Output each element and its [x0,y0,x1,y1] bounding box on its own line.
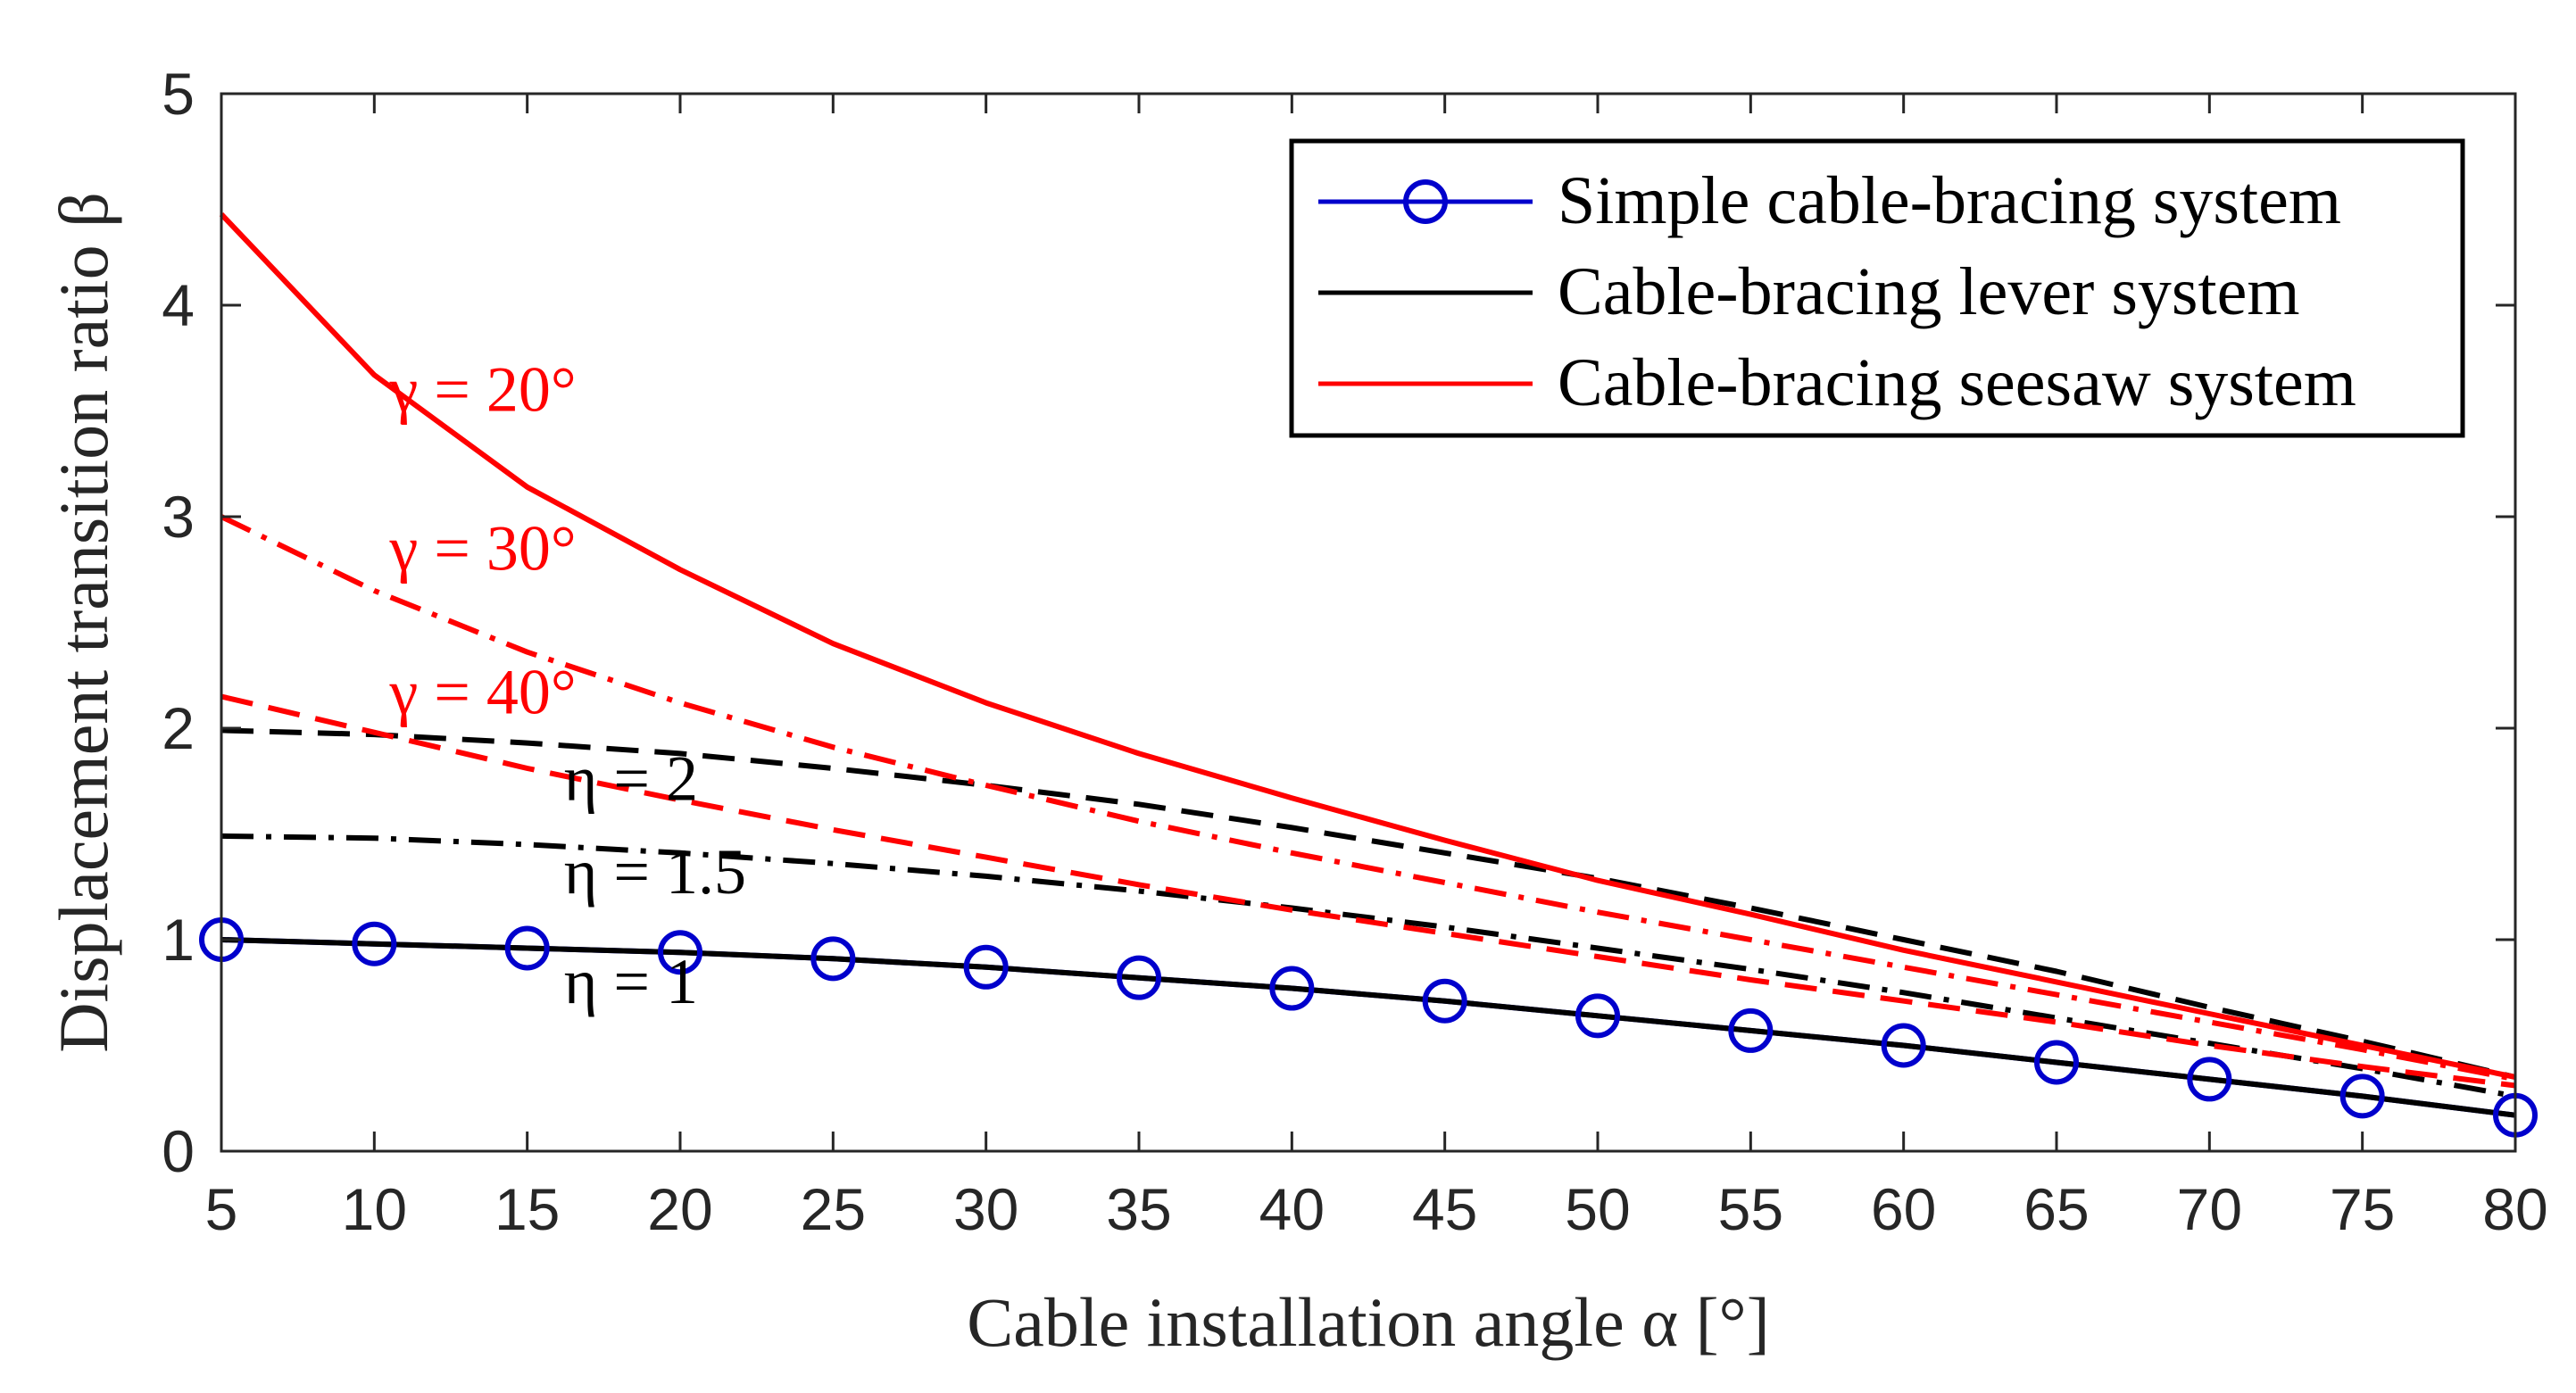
series-marker-0-12 [2034,1040,2079,1085]
legend-marker-circle [1403,179,1448,224]
x-tick-label-6: 35 [1106,1176,1171,1242]
y-tick-label-1: 1 [162,907,195,973]
legend-label-lever: Cable-bracing lever system [1558,254,2299,329]
annotation-5: η = 1 [564,946,698,1017]
series-line-6 [220,693,2516,1089]
series-marker-0-11 [1881,1023,1926,1068]
plot-frame [220,92,2517,1153]
series-marker-0-4 [810,936,856,982]
y-tick-label-2: 2 [162,695,195,761]
x-tick-label-1: 10 [342,1176,407,1242]
series-marker-0-8 [1422,978,1467,1024]
x-tick-label-12: 65 [2023,1176,2089,1242]
x-tick-label-7: 40 [1259,1176,1325,1242]
y-tick-label-4: 4 [162,272,195,338]
annotation-0: γ = 20° [388,354,576,426]
x-tick-label-5: 30 [953,1176,1018,1242]
x-tick-label-2: 15 [494,1176,560,1242]
legend-label-seesaw: Cable-bracing seesaw system [1558,345,2356,420]
series-marker-0-5 [963,944,1009,990]
x-tick-label-11: 60 [1871,1176,1936,1242]
series-line-3 [220,727,2516,1080]
annotation-3: η = 2 [564,743,698,815]
series-marker-0-6 [1117,955,1161,1000]
x-tick-label-8: 45 [1412,1176,1477,1242]
series-marker-0-1 [352,921,397,966]
x-tick-label-15: 80 [2482,1176,2547,1242]
series-marker-0-13 [2187,1057,2232,1102]
y-tick-label-0: 0 [162,1118,195,1184]
series-marker-0-10 [1728,1007,1774,1053]
legend-box [1289,138,2465,438]
x-tick-label-14: 75 [2330,1176,2395,1242]
x-tick-label-3: 20 [647,1176,712,1242]
series-marker-0-2 [504,925,550,971]
annotation-4: η = 1.5 [564,836,746,908]
series-marker-0-3 [658,930,702,975]
y-tick-label-3: 3 [162,484,195,550]
x-axis-title: Cable installation angle α [°] [967,1283,1769,1361]
series-marker-0-9 [1575,993,1620,1039]
x-tick-label-9: 50 [1565,1176,1630,1242]
series-line-1 [220,937,2516,1118]
x-tick-label-0: 5 [205,1176,238,1242]
y-axis-title: Displacement transition ratio β [45,192,122,1053]
series-line-5 [220,514,2516,1082]
series-layer [199,212,2538,1138]
series-line-4 [219,212,2516,1080]
y-tick-label-5: 5 [162,61,195,127]
annotation-2: γ = 40° [388,656,576,727]
series-line-2 [220,833,2516,1099]
legend: Simple cable-bracing system Cable-bracin… [1289,138,2465,438]
x-tick-label-10: 55 [1718,1176,1783,1242]
legend-label-simple: Simple cable-bracing system [1558,163,2341,238]
annotation-layer: γ = 20° γ = 30° γ = 40° η = 2 η = 1.5 η = 1 [388,354,746,1018]
annotation-1: γ = 30° [388,512,576,584]
series-marker-0-14 [2339,1074,2385,1119]
series-marker-0-7 [1269,966,1315,1011]
x-tick-label-4: 25 [801,1176,866,1242]
x-tick-label-13: 70 [2177,1176,2242,1242]
